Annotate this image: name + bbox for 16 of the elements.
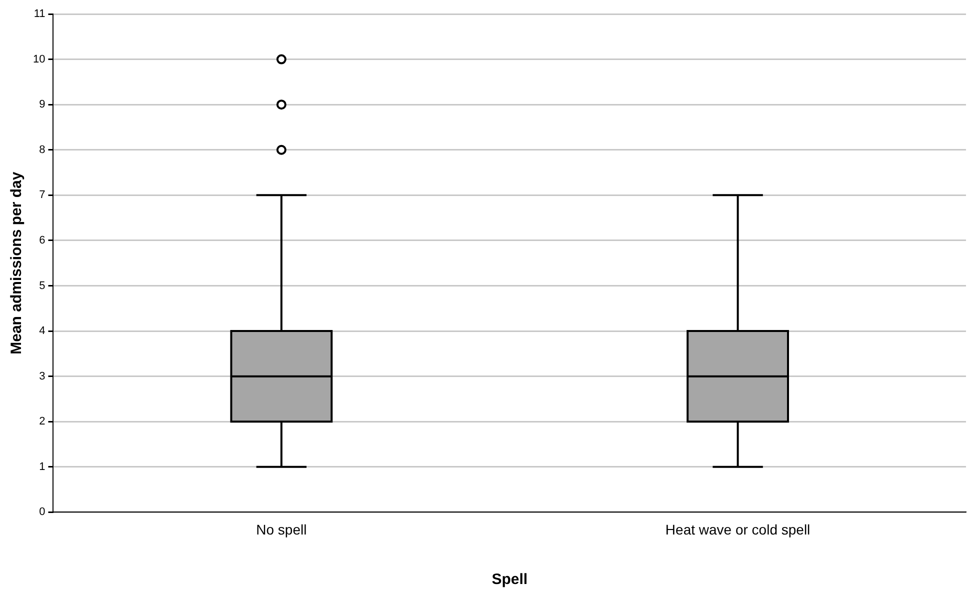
y-tick-label: 5	[39, 280, 46, 292]
y-tick-label: 3	[39, 370, 46, 382]
y-tick-label: 4	[39, 325, 46, 338]
y-tick-label: 6	[39, 234, 46, 246]
y-tick-label: 10	[32, 53, 46, 66]
y-tick-label: 11	[34, 8, 46, 20]
y-tick-label: 7	[39, 189, 46, 202]
y-tick-label: 9	[39, 98, 46, 111]
y-tick-label: 2	[39, 416, 46, 428]
y-tick-label: 0	[39, 506, 46, 518]
x-axis-title: Spell	[492, 571, 528, 588]
y-axis-title: Mean admissions per day	[8, 171, 26, 354]
x-tick-label: Heat wave or cold spell	[665, 521, 810, 538]
y-tick-label: 1	[39, 460, 46, 473]
y-tick-label: 8	[39, 144, 46, 156]
x-tick-label: No spell	[256, 521, 307, 538]
